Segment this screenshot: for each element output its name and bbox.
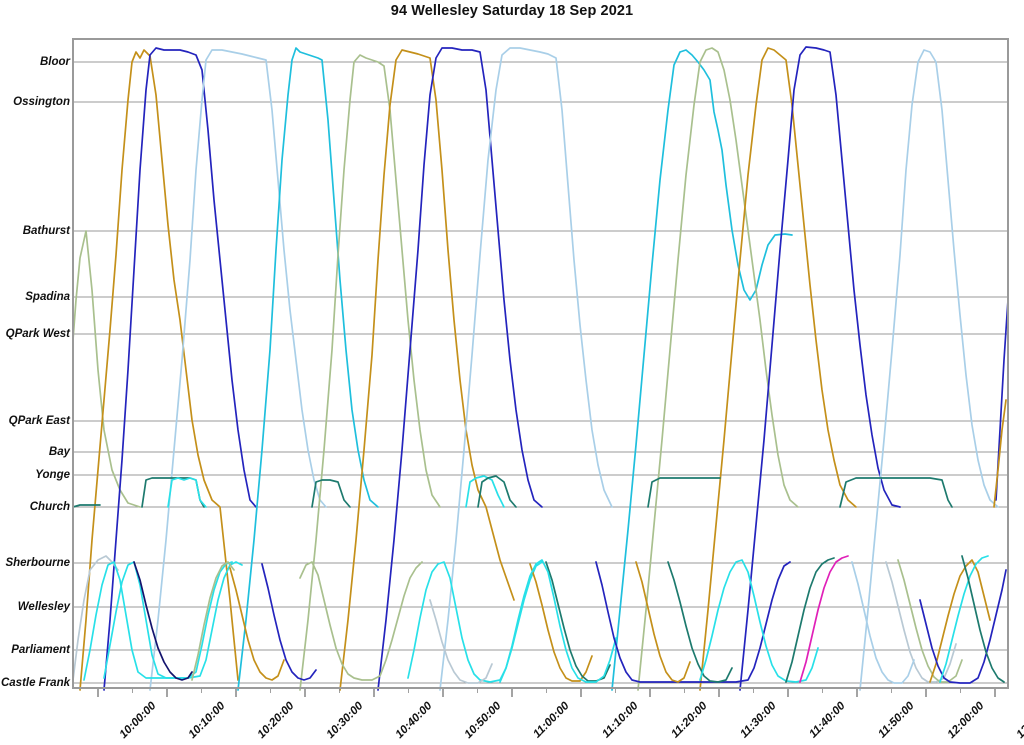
trace-line	[897, 559, 963, 683]
trace-line	[72, 504, 101, 508]
trace-line	[929, 559, 991, 683]
trace-line	[851, 561, 915, 684]
trace-line	[72, 230, 141, 508]
x-axis-label: 10:30:00	[324, 700, 366, 742]
x-axis-label: 10:00:00	[117, 700, 159, 742]
trace-line	[477, 475, 517, 508]
axis-ticks	[97, 688, 996, 697]
trace-line	[103, 47, 257, 691]
y-axis-label: Bloor	[39, 56, 70, 68]
trace-line	[407, 561, 543, 683]
trace-line	[699, 47, 857, 691]
trace-line	[299, 561, 423, 681]
trace-line	[299, 54, 441, 691]
trace-line	[377, 47, 543, 691]
y-axis-label: Bathurst	[22, 225, 70, 237]
y-axis-label: Church	[29, 501, 70, 513]
y-axis-label: Yonge	[35, 469, 70, 481]
y-axis-label: QPark East	[8, 415, 70, 427]
trace-line	[859, 49, 999, 691]
x-axis-label: 11:40:00	[807, 700, 848, 741]
trace-line	[103, 561, 233, 679]
trace-line	[839, 477, 953, 508]
trace-line	[667, 561, 733, 683]
trace-line	[739, 46, 901, 691]
trace-line	[83, 561, 243, 681]
trace-line	[191, 561, 235, 681]
page-title: 94 Wellesley Saturday 18 Sep 2021	[390, 3, 634, 19]
trace-line	[167, 477, 207, 508]
trace-line	[885, 561, 957, 683]
y-axis-label: Sherbourne	[5, 557, 70, 569]
x-axis-label: 11:10:00	[600, 700, 641, 741]
trace-line	[785, 557, 835, 683]
x-axis-label: 11:00:00	[531, 700, 572, 741]
trace-line	[229, 567, 285, 681]
trace-line	[961, 555, 1005, 683]
trace-line	[261, 563, 317, 681]
trace-line	[429, 599, 493, 684]
trace-line	[939, 555, 989, 683]
trace-line	[439, 47, 613, 691]
y-axis-label: Parliament	[11, 644, 70, 656]
x-axis-label: 10:20:00	[255, 700, 297, 742]
trace-line	[699, 559, 819, 683]
x-axis-label: 10:10:00	[186, 700, 228, 742]
x-axis-label: 11:50:00	[876, 700, 917, 741]
trace-line	[465, 475, 505, 508]
trace-line	[72, 555, 119, 681]
trace-line	[237, 47, 379, 691]
trace-line	[635, 561, 691, 683]
y-axis-label: Castle Frank	[0, 677, 70, 689]
x-axis-label: 12:00:00	[945, 700, 987, 742]
trace-line	[311, 479, 351, 508]
y-axis-label: Ossington	[13, 96, 70, 108]
x-axis-label: 11:20:00	[669, 700, 710, 741]
x-axis-label: 10:40:00	[393, 700, 435, 742]
x-axis-label: 12:10:00	[1014, 700, 1024, 742]
trace-line	[529, 563, 593, 682]
trace-line	[339, 49, 515, 691]
x-axis-label: 10:50:00	[462, 700, 504, 742]
trace-line	[149, 49, 327, 691]
y-axis-labels: Bloor Ossington Bathurst Spadina QPark West Q…	[0, 0, 70, 745]
x-axis-label: 11:30:00	[738, 700, 779, 741]
y-axis-label: Spadina	[25, 291, 70, 303]
trace-line	[595, 561, 791, 683]
trace-line	[647, 477, 721, 508]
trace-line	[919, 569, 1007, 684]
y-axis-label: Bay	[48, 446, 70, 458]
y-axis-label: Wellesley	[17, 601, 70, 613]
trace-line	[611, 49, 793, 691]
trace-line	[993, 399, 1007, 508]
trace-line	[799, 555, 849, 683]
plot-frame	[72, 38, 1009, 689]
trace-lines	[72, 46, 1009, 691]
trace-line	[133, 561, 193, 681]
y-axis-label: QPark West	[5, 328, 70, 340]
trace-line	[499, 559, 617, 683]
trace-line	[637, 47, 799, 691]
